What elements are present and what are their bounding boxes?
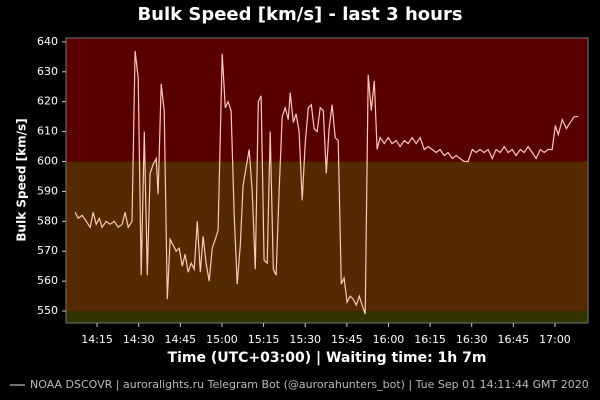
legend-text: NOAA DSCOVR | auroralights.ru Telegram B… (30, 378, 589, 391)
y-tick-label: 630 (37, 65, 58, 78)
data-line (74, 50, 579, 315)
y-tick-label: 640 (37, 35, 58, 48)
x-tick-label: 16:00 (373, 333, 405, 346)
band (66, 38, 588, 162)
x-tick-label: 14:45 (164, 333, 196, 346)
y-tick-label: 550 (37, 304, 58, 317)
x-tick-label: 15:45 (331, 333, 363, 346)
y-tick-label: 570 (37, 244, 58, 257)
x-tick-label: 15:00 (206, 333, 238, 346)
plot-area (65, 37, 589, 324)
y-tick-label: 620 (37, 95, 58, 108)
y-tick-label: 560 (37, 274, 58, 287)
y-tick-label: 600 (37, 155, 58, 168)
x-tick-label: 15:15 (248, 333, 280, 346)
band (66, 311, 588, 323)
x-tick-label: 16:15 (414, 333, 446, 346)
y-axis-label: Bulk Speed [km/s] (15, 118, 29, 241)
plot-border (65, 37, 589, 324)
x-tick-label: 17:00 (539, 333, 571, 346)
x-tick-label: 16:45 (497, 333, 529, 346)
x-tick-label: 16:30 (456, 333, 488, 346)
chart-title: Bulk Speed [km/s] - last 3 hours (137, 4, 462, 25)
x-tick-label: 15:30 (289, 333, 321, 346)
y-tick-label: 590 (37, 184, 58, 197)
y-tick-label: 610 (37, 125, 58, 138)
band (66, 161, 588, 312)
x-axis-label: Time (UTC+03:00) | Waiting time: 1h 7m (168, 350, 487, 366)
y-tick-label: 580 (37, 214, 58, 227)
x-tick-label: 14:15 (81, 333, 113, 346)
x-tick-label: 14:30 (123, 333, 155, 346)
